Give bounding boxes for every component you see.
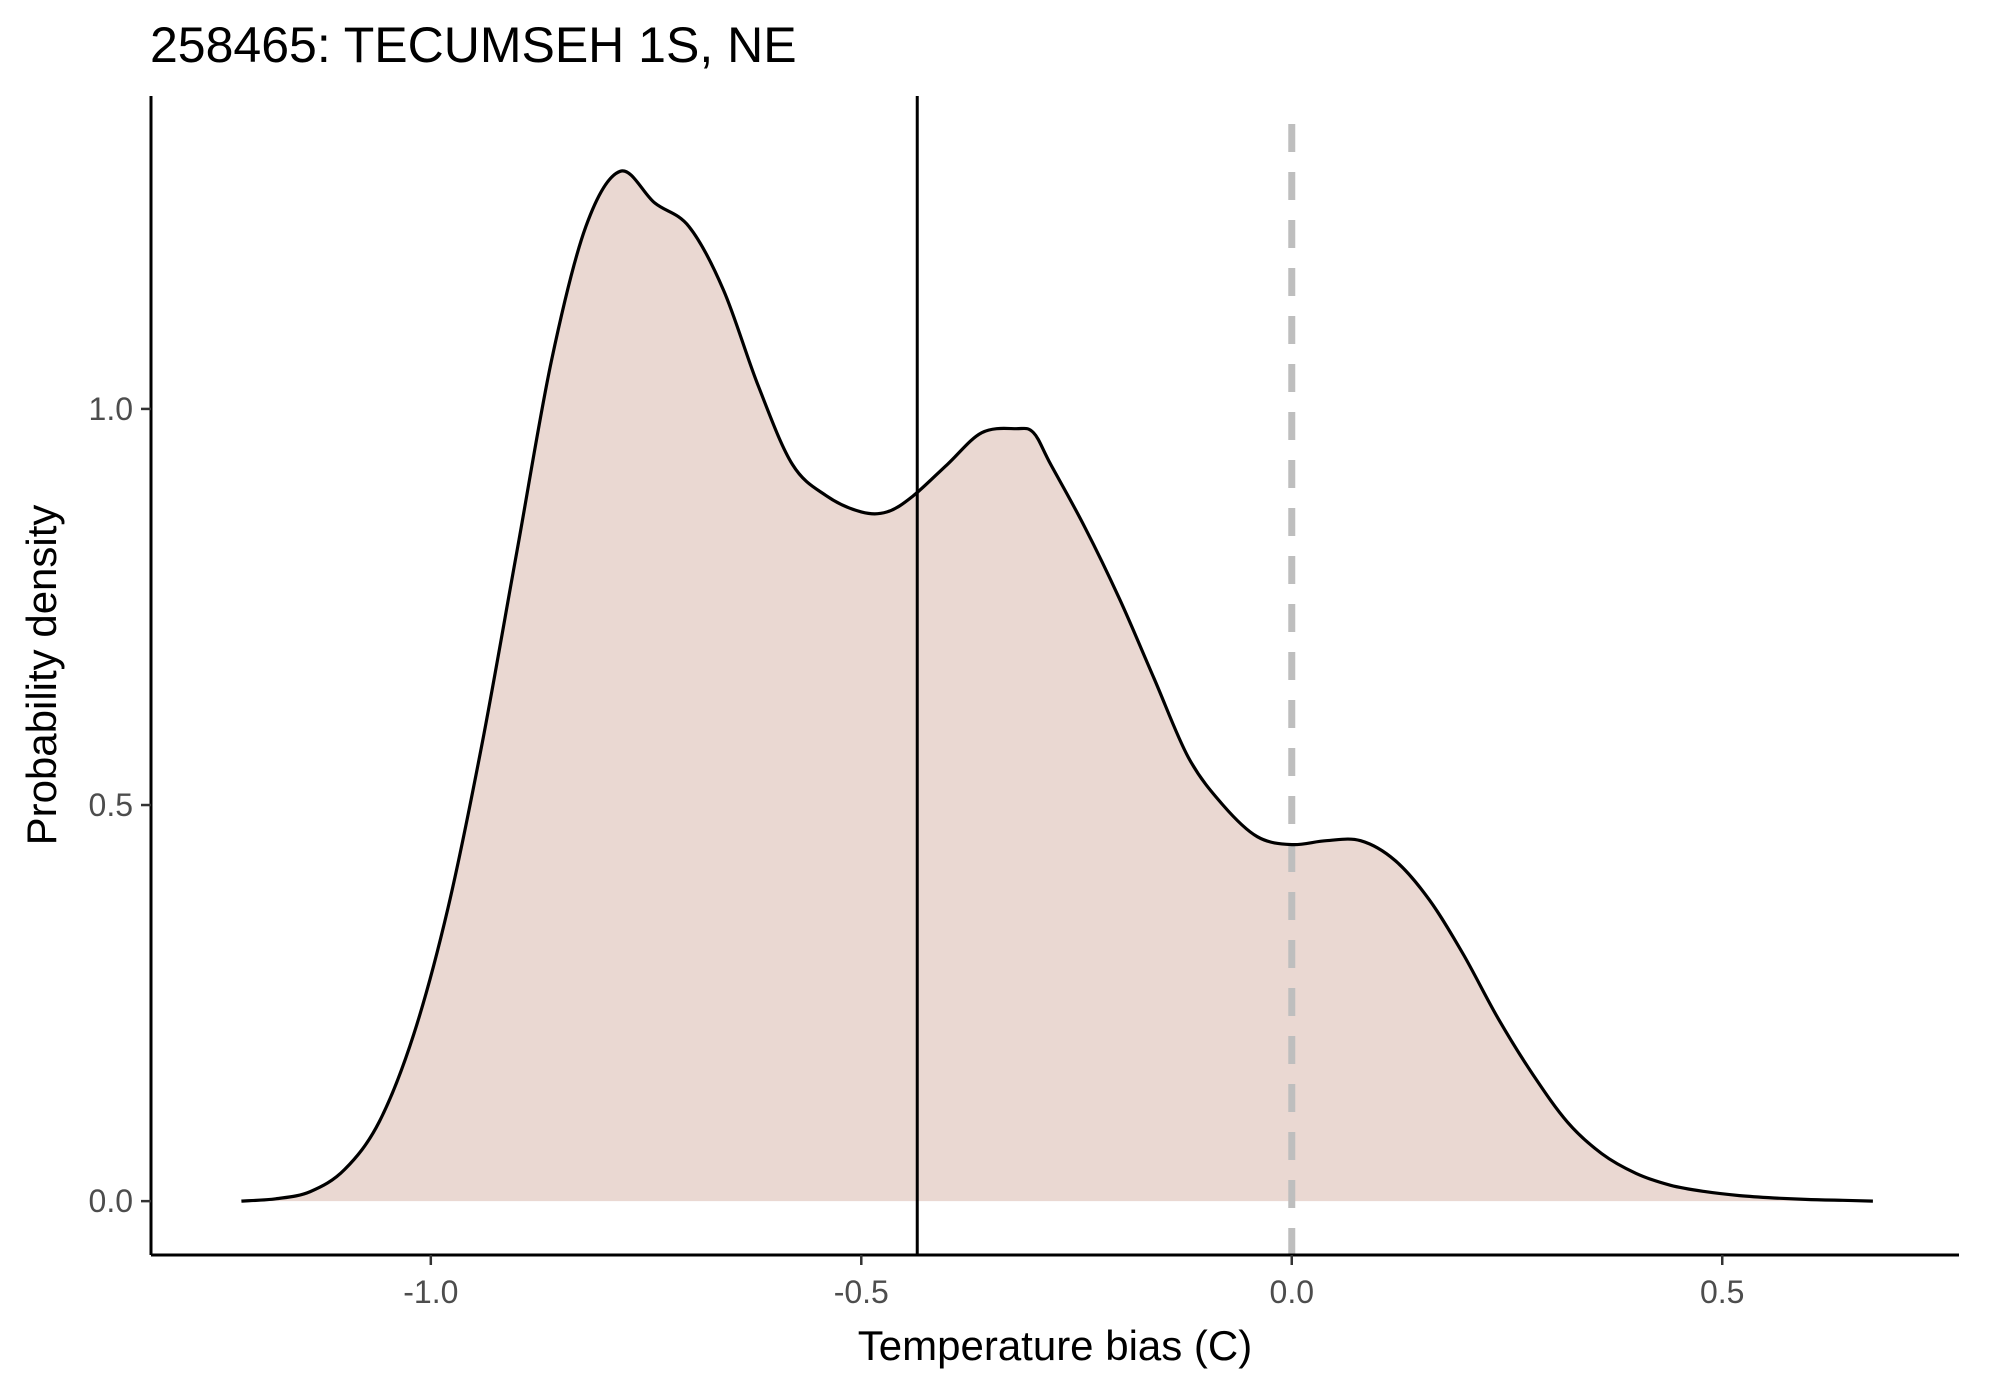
x-tick-label: 0.0 [1270,1274,1314,1310]
chart-title: 258465: TECUMSEH 1S, NE [150,17,797,73]
y-axis-ticks: 0.0 0.5 1.0 [89,391,151,1219]
density-curve [241,169,1873,1203]
x-tick-label: -1.0 [403,1274,458,1310]
x-tick-label: -0.5 [834,1274,889,1310]
y-tick-label: 0.5 [89,787,133,823]
x-tick-label: 0.5 [1700,1274,1744,1310]
y-tick-label: 1.0 [89,391,133,427]
y-axis-label: Probability density [18,505,65,846]
y-tick-label: 0.0 [89,1183,133,1219]
x-axis-ticks: -1.0 -0.5 0.0 0.5 [403,1255,1744,1310]
x-axis-label: Temperature bias (C) [858,1322,1252,1369]
density-area [241,170,1873,1202]
plot-area [241,96,1873,1255]
